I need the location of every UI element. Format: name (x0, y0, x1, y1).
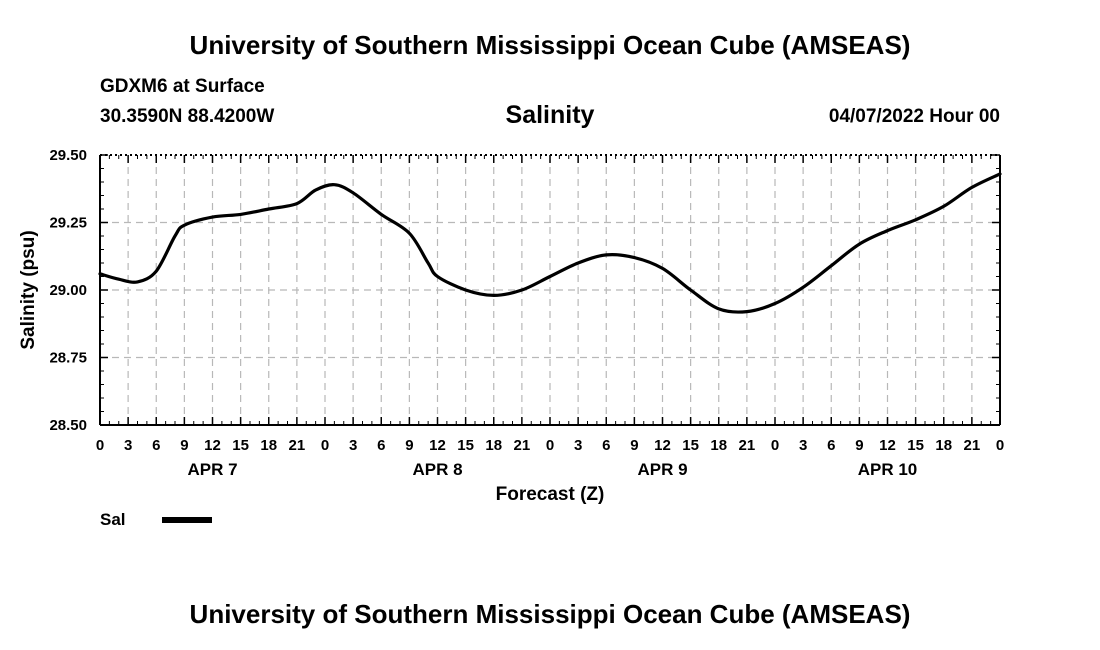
station-coordinates: 30.3590N 88.4200W (100, 106, 275, 127)
legend-swatch (162, 517, 212, 523)
day-label: APR 9 (637, 460, 687, 479)
x-tick-label: 6 (152, 437, 160, 454)
y-tick-label: 29.50 (49, 147, 87, 164)
y-tick-label: 28.75 (49, 350, 87, 367)
x-tick-label: 12 (879, 437, 896, 454)
footer-title: University of Southern Mississippi Ocean… (189, 599, 911, 629)
x-tick-label: 6 (602, 437, 610, 454)
x-tick-label: 9 (855, 437, 863, 454)
x-tick-label: 6 (377, 437, 385, 454)
y-tick-label: 29.00 (49, 282, 87, 299)
forecast-run-time: 04/07/2022 Hour 00 (828, 106, 1000, 127)
x-tick-labels: 0 3 6 9 12 15 18 21 0 3 6 9 12 15 18 21 0 3 6 9 12 15 18 21 0 3 6 9… (96, 437, 1004, 454)
x-tick-label: 21 (739, 437, 756, 454)
day-label: APR 10 (858, 460, 918, 479)
x-tick-label: 0 (996, 437, 1004, 454)
tick-marks (99, 154, 1001, 426)
x-tick-label: 12 (654, 437, 671, 454)
day-labels: APR 7 APR 8 APR 9 APR 10 (187, 460, 917, 479)
x-axis-label: Forecast (Z) (496, 484, 605, 505)
y-tick-labels: 29.50 29.25 29.00 28.75 28.50 (49, 147, 87, 434)
x-tick-label: 18 (485, 437, 502, 454)
x-tick-label: 0 (546, 437, 554, 454)
x-tick-label: 0 (321, 437, 329, 454)
x-tick-label: 18 (260, 437, 277, 454)
x-tick-label: 9 (630, 437, 638, 454)
x-tick-label: 18 (935, 437, 952, 454)
x-tick-label: 12 (429, 437, 446, 454)
x-tick-label: 3 (349, 437, 357, 454)
x-tick-label: 15 (682, 437, 699, 454)
x-tick-label: 15 (232, 437, 249, 454)
x-tick-label: 9 (405, 437, 413, 454)
station-label: GDXM6 at Surface (100, 76, 265, 97)
x-tick-label: 21 (289, 437, 306, 454)
page-title: University of Southern Mississippi Ocean… (189, 30, 911, 60)
x-tick-label: 21 (964, 437, 981, 454)
x-tick-label: 3 (574, 437, 582, 454)
y-tick-label: 28.50 (49, 417, 87, 434)
x-tick-label: 15 (457, 437, 474, 454)
x-tick-label: 0 (771, 437, 779, 454)
y-axis-label: Salinity (psu) (18, 230, 39, 349)
x-tick-label: 9 (180, 437, 188, 454)
x-tick-label: 12 (204, 437, 221, 454)
x-tick-label: 18 (710, 437, 727, 454)
x-tick-label: 3 (799, 437, 807, 454)
x-tick-label: 3 (124, 437, 132, 454)
series-line-sal (98, 172, 1002, 314)
y-tick-label: 29.25 (49, 215, 87, 232)
day-label: APR 7 (187, 460, 237, 479)
chart-title: Salinity (505, 101, 595, 129)
x-tick-label: 21 (514, 437, 531, 454)
x-tick-label: 6 (827, 437, 835, 454)
x-tick-label: 0 (96, 437, 104, 454)
legend-label: Sal (100, 510, 126, 529)
day-label: APR 8 (412, 460, 462, 479)
grid-lines (100, 155, 1000, 425)
x-tick-label: 15 (907, 437, 924, 454)
